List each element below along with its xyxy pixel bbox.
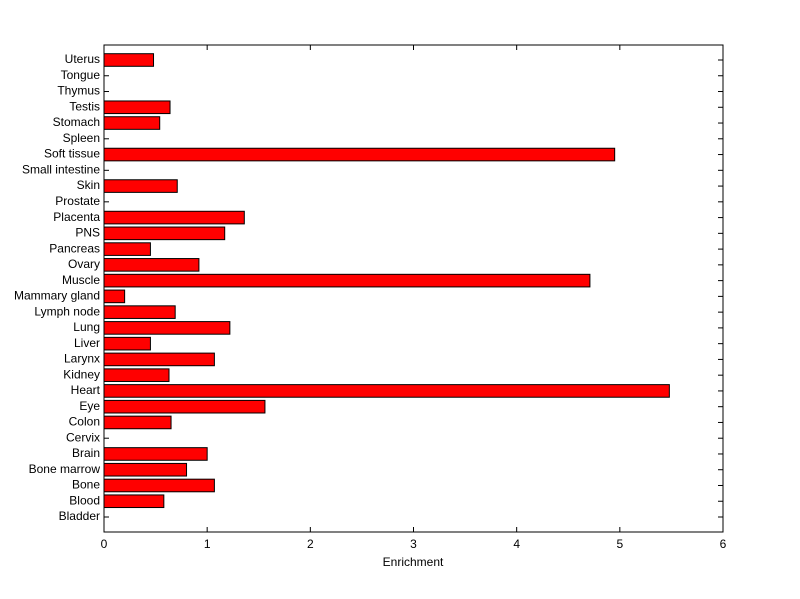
y-tick-label: Small intestine <box>22 162 100 176</box>
y-tick-label: Ovary <box>68 257 100 271</box>
bar <box>103 447 208 461</box>
bar <box>103 494 165 509</box>
y-tick-label: Liver <box>74 336 100 350</box>
y-tick-label: PNS <box>75 226 100 240</box>
bar <box>103 336 151 351</box>
y-tick-label: Kidney <box>63 367 100 381</box>
bar <box>103 273 591 288</box>
y-tick-label: Bone marrow <box>29 462 101 476</box>
bar <box>103 399 266 414</box>
y-tick-label: Bladder <box>59 509 100 523</box>
bar <box>103 179 178 193</box>
y-tick-label: Stomach <box>53 115 100 129</box>
bar <box>103 321 231 335</box>
y-tick-label: Lymph node <box>34 304 100 318</box>
x-axis-label: Enrichment <box>383 555 444 569</box>
y-tick-label: Heart <box>71 383 101 397</box>
x-tick-label: 3 <box>410 537 417 551</box>
y-tick-label: Placenta <box>53 210 100 224</box>
y-tick-label: Mammary gland <box>14 289 100 303</box>
bar <box>103 478 215 493</box>
bar <box>103 116 161 130</box>
bar <box>103 289 126 304</box>
bar <box>103 226 226 241</box>
y-tick-label: Thymus <box>57 84 100 98</box>
y-tick-label: Colon <box>69 415 100 429</box>
bar <box>103 242 151 256</box>
bar <box>103 462 188 477</box>
y-tick-label: Bone <box>72 478 100 492</box>
y-tick-label: Eye <box>79 399 100 413</box>
bar <box>103 53 155 67</box>
bar <box>103 352 215 367</box>
x-tick-label: 5 <box>616 537 623 551</box>
bar <box>103 210 245 225</box>
y-tick-label: Prostate <box>55 194 100 208</box>
x-tick-label: 6 <box>720 537 727 551</box>
y-tick-label: Tongue <box>61 68 101 82</box>
y-tick-label: Brain <box>72 446 100 460</box>
bar <box>103 100 171 115</box>
y-tick-label: Spleen <box>63 131 100 145</box>
y-tick-label: Pancreas <box>49 241 100 255</box>
y-tick-label: Blood <box>69 493 100 507</box>
y-tick-label: Lung <box>73 320 100 334</box>
y-tick-label: Uterus <box>65 52 100 66</box>
y-tick-label: Cervix <box>66 430 100 444</box>
y-tick-label: Larynx <box>64 352 100 366</box>
bar <box>103 258 200 272</box>
bar <box>103 147 616 162</box>
y-tick-label: Skin <box>77 178 100 192</box>
x-tick-label: 4 <box>513 537 520 551</box>
y-tick-label: Soft tissue <box>44 147 100 161</box>
x-tick-label: 2 <box>307 537 314 551</box>
bar <box>103 305 176 319</box>
x-tick-label: 1 <box>204 537 211 551</box>
bar <box>103 368 170 382</box>
x-tick-label: 0 <box>101 537 108 551</box>
y-tick-label: Muscle <box>62 273 100 287</box>
bar <box>103 415 172 430</box>
y-tick-label: Testis <box>69 99 100 113</box>
bar <box>103 384 670 398</box>
